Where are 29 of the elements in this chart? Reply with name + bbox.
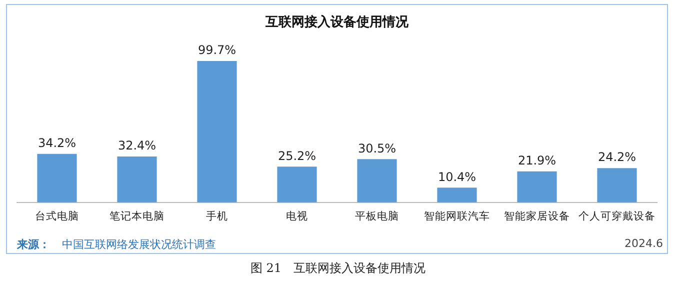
bar: [277, 166, 317, 202]
source-note: 来源：: [17, 238, 50, 251]
x-tick-label: 平板电脑: [355, 210, 399, 223]
data-label: 30.5%: [358, 141, 396, 156]
bar: [437, 188, 477, 202]
bar: [597, 168, 637, 202]
text: 中国互联网络发展状况统计调查: [62, 238, 216, 251]
data-label: 10.4%: [438, 170, 476, 184]
chart-title: 互联网接入设备使用情况: [264, 14, 410, 30]
x-tick-label: 智能家居设备: [504, 210, 570, 223]
bar: [517, 171, 557, 202]
data-label: 32.4%: [118, 138, 156, 153]
x-tick-label: 台式电脑: [35, 210, 79, 223]
text: 2024.6: [624, 237, 663, 250]
bar: [197, 61, 237, 202]
data-label: 99.7%: [198, 43, 236, 58]
x-tick-label: 电视: [286, 210, 308, 223]
bar: [117, 156, 157, 202]
x-tick-label: 笔记本电脑: [110, 210, 164, 223]
x-tick-label: 手机: [206, 210, 228, 223]
data-label: 25.2%: [278, 148, 316, 163]
x-tick-label: 智能网联汽车: [424, 210, 490, 223]
data-label: 24.2%: [598, 150, 636, 164]
data-label: 21.9%: [518, 153, 556, 168]
bar: [37, 154, 77, 202]
x-tick-label: 个人可穿戴设备: [578, 210, 656, 223]
data-label: 34.2%: [38, 136, 76, 150]
bar: [357, 159, 397, 202]
caption: 图 21 互联网接入设备使用情况: [249, 260, 427, 277]
